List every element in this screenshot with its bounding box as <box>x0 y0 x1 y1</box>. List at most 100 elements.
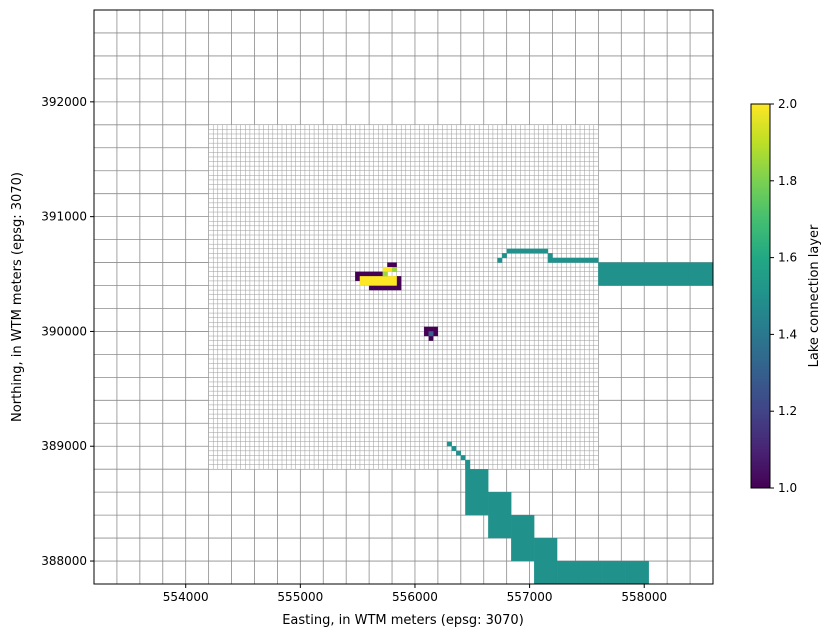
y-tick-label: 389000 <box>41 439 87 453</box>
x-tick-label: 558000 <box>621 590 667 604</box>
connection-cell <box>534 537 558 584</box>
connection-cell <box>506 248 512 254</box>
connection-cell <box>534 248 539 254</box>
connection-cell <box>396 280 402 286</box>
connection-cell <box>423 326 429 332</box>
colorbar: 1.0 1.2 1.4 1.6 1.8 2.0 Lake connection layer <box>750 97 822 495</box>
connection-cell <box>547 257 553 263</box>
connection-cell <box>428 335 434 341</box>
y-tick-label: 388000 <box>41 554 87 568</box>
colorbar-tick-label: 1.4 <box>778 327 797 341</box>
connection-cell <box>570 257 576 263</box>
connection-cell <box>556 257 562 263</box>
connection-cell <box>428 326 434 332</box>
colorbar-ticks: 1.0 1.2 1.4 1.6 1.8 2.0 <box>770 97 797 495</box>
connection-cell <box>579 257 585 263</box>
connection-cell <box>373 271 379 277</box>
plot-area <box>93 9 714 585</box>
connection-cell <box>382 271 388 277</box>
colorbar-label: Lake connection layer <box>807 224 822 367</box>
connection-cell <box>368 271 374 277</box>
x-tick-label: 554000 <box>163 590 209 604</box>
connection-cell <box>387 262 393 268</box>
connection-cell <box>373 285 379 291</box>
connection-cell <box>433 331 439 337</box>
connection-cell <box>566 257 572 263</box>
connection-cell <box>501 253 507 259</box>
connection-cell <box>378 285 384 291</box>
connection-cell <box>543 248 549 254</box>
connection-cell <box>666 262 691 286</box>
connection-cell <box>579 560 604 584</box>
connection-cell <box>387 267 393 272</box>
connection-cell <box>428 331 434 337</box>
x-tick-label: 555000 <box>277 590 323 604</box>
connection-cell <box>497 257 503 263</box>
connection-cell <box>644 262 668 286</box>
x-tick-label: 557000 <box>507 590 553 604</box>
connection-cell <box>556 560 581 584</box>
connection-cell <box>359 271 365 277</box>
connection-cell <box>355 271 361 277</box>
connection-cell <box>391 285 397 291</box>
connection-cell <box>598 262 622 286</box>
connection-cell <box>387 285 393 291</box>
connection-cell <box>446 441 452 447</box>
connection-cell <box>433 326 439 332</box>
connection-cell <box>465 464 471 470</box>
connection-cell <box>391 262 397 268</box>
x-tick-label: 556000 <box>392 590 438 604</box>
y-axis-label: Northing, in WTM meters (epsg: 3070) <box>10 172 25 422</box>
connection-cell <box>561 257 567 263</box>
connection-cell <box>355 276 361 282</box>
connection-cell <box>625 560 649 584</box>
connection-cell <box>488 492 512 539</box>
colorbar-tick-label: 1.2 <box>778 404 797 418</box>
plot-frame <box>93 9 714 585</box>
connection-cell <box>359 276 397 286</box>
connection-cell <box>511 248 516 254</box>
connection-cell <box>584 257 590 263</box>
connection-cell <box>552 257 558 263</box>
connection-cell <box>382 267 388 272</box>
colorbar-tick-label: 1.8 <box>778 174 797 188</box>
y-tick-label: 390000 <box>41 324 87 338</box>
connection-cell <box>547 253 553 259</box>
lake-connection-cells <box>355 248 713 584</box>
connection-cell <box>520 248 526 254</box>
connection-cell <box>689 262 713 286</box>
connection-cell <box>593 257 599 263</box>
colorbar-tick-label: 1.0 <box>778 481 797 495</box>
y-tick-label: 392000 <box>41 95 87 109</box>
connection-cell <box>575 257 581 263</box>
connection-cell <box>451 446 457 451</box>
connection-cell <box>364 271 370 277</box>
connection-cell <box>621 262 645 286</box>
connection-cell <box>465 469 489 516</box>
connection-cell <box>511 514 535 562</box>
connection-cell <box>460 455 466 461</box>
colorbar-tick-label: 2.0 <box>778 97 797 111</box>
connection-cell <box>382 285 388 291</box>
connection-cell <box>529 248 535 254</box>
connection-cell <box>396 276 402 282</box>
connection-cell <box>589 257 594 263</box>
model-grid <box>94 10 713 584</box>
connection-cell <box>538 248 544 254</box>
connection-cell <box>602 560 627 584</box>
connection-cell <box>378 271 384 277</box>
connection-cell <box>456 450 461 456</box>
connection-cell <box>524 248 530 254</box>
connection-cell <box>423 331 429 337</box>
y-tick-label: 391000 <box>41 210 87 224</box>
connection-cell <box>391 267 397 272</box>
connection-cell <box>515 248 521 254</box>
connection-cell <box>469 469 475 474</box>
connection-cell <box>465 459 471 465</box>
y-axis-ticks: 388000 389000 390000 391000 392000 <box>41 95 94 568</box>
x-axis-label: Easting, in WTM meters (epsg: 3070) <box>282 613 524 628</box>
connection-cell <box>396 285 402 291</box>
x-axis-ticks: 554000 555000 556000 557000 558000 <box>163 584 667 604</box>
connection-cell <box>368 285 374 291</box>
